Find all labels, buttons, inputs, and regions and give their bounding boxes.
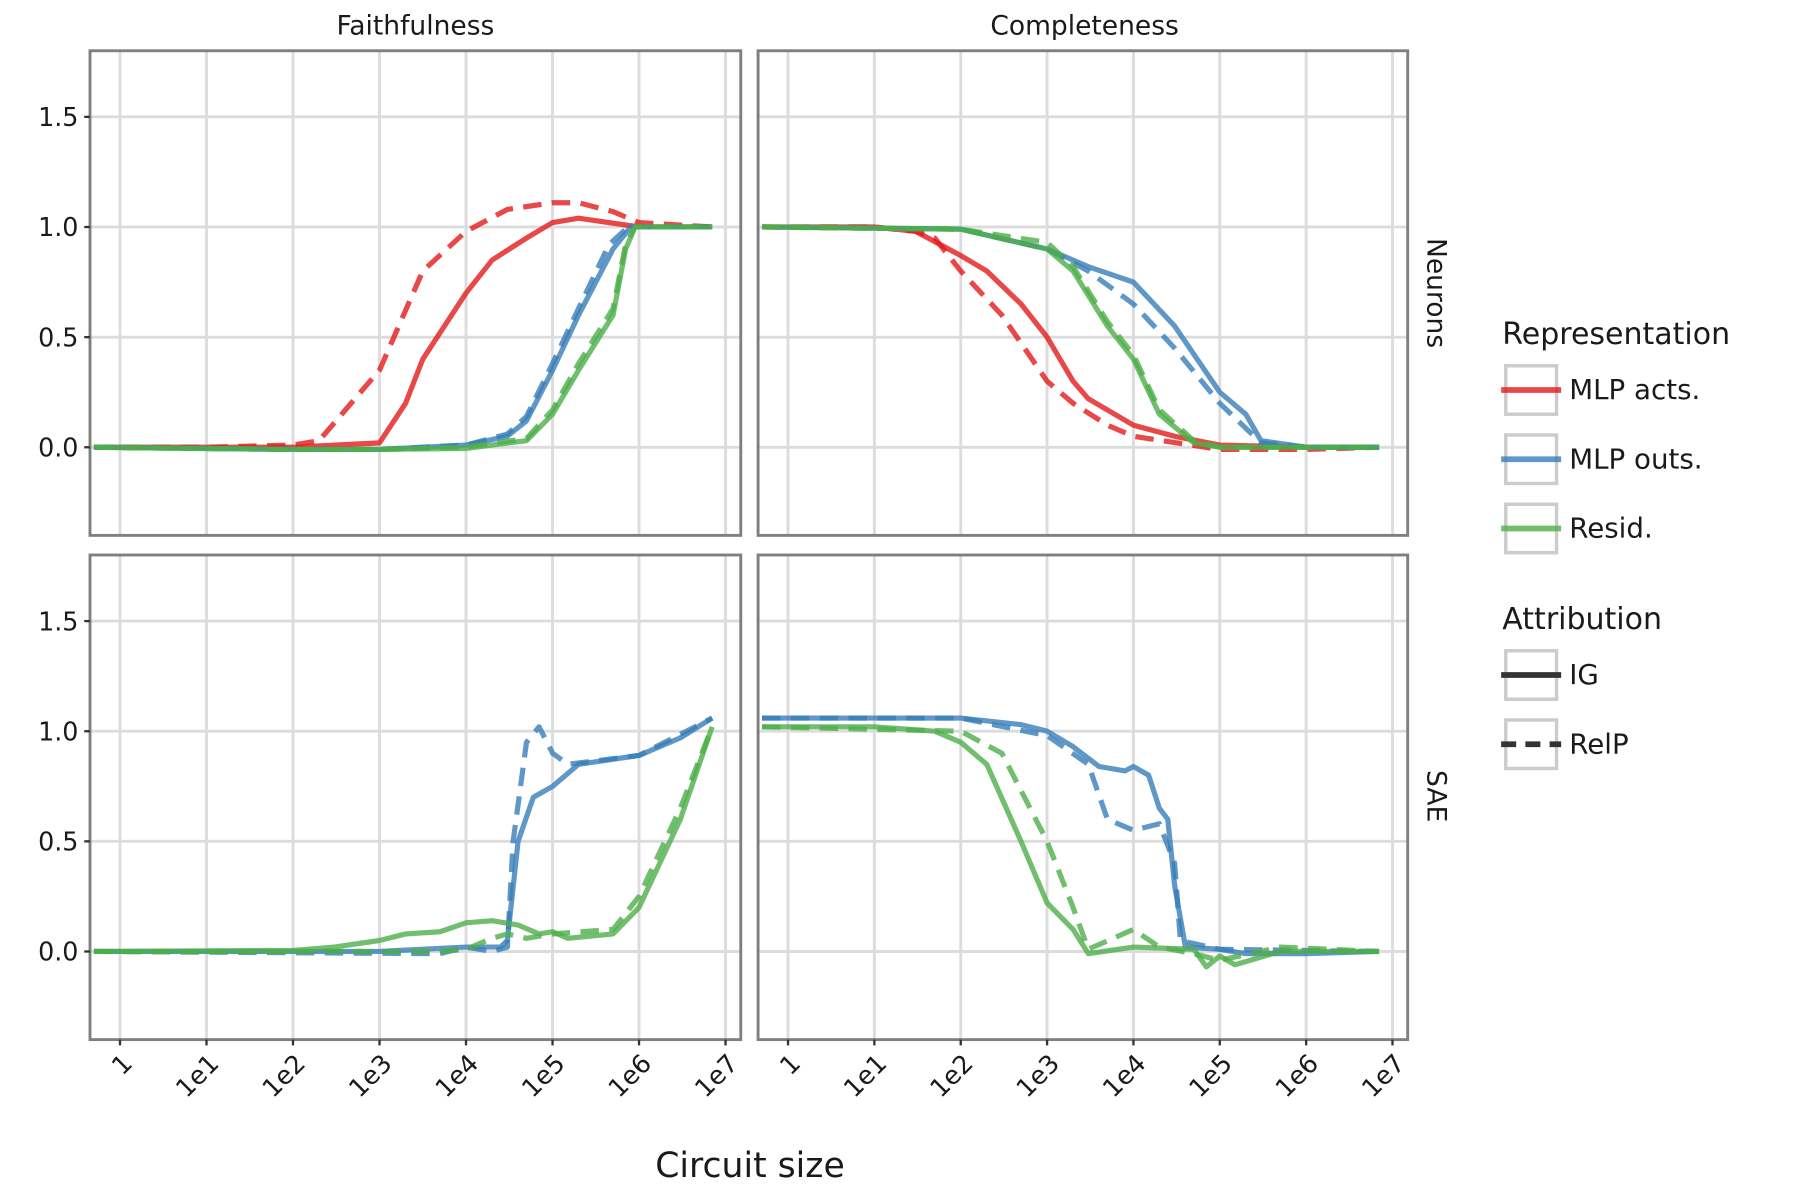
panel-completeness-neurons xyxy=(756,49,1410,537)
series-line-resid-relp xyxy=(761,224,1380,450)
series-line-mlp-outs-ig xyxy=(93,715,714,955)
x-tick-label: 1e3 xyxy=(343,1048,398,1103)
x-tick-label: 1e1 xyxy=(837,1048,892,1103)
x-tick-label: 1e5 xyxy=(516,1048,571,1103)
legend-title-representation: Representation xyxy=(1502,317,1730,352)
legend-label-ig: IG xyxy=(1569,658,1599,691)
legend-title-attribution: Attribution xyxy=(1502,602,1662,637)
y-tick-label: 0.0 xyxy=(38,433,78,463)
x-tick-label: 1e3 xyxy=(1010,1048,1065,1103)
panel-completeness-sae: 1 1e1 1e2 1e3 1e4 1e5 1e6 1e7 xyxy=(756,553,1411,1103)
panel-faithfulness-neurons: 0.0 0.5 1.0 1.5 xyxy=(38,49,743,537)
series-line-resid-relp xyxy=(93,224,713,453)
series-line-mlp-acts-ig xyxy=(93,215,713,450)
column-label-completeness: Completeness xyxy=(990,11,1179,42)
series-line-resid-ig xyxy=(93,224,713,453)
x-tick-label: 1e7 xyxy=(1355,1048,1410,1103)
series-line-resid-ig xyxy=(93,725,715,955)
x-tick-label: 1e1 xyxy=(170,1048,225,1103)
x-tick-label: 1e6 xyxy=(1269,1048,1324,1103)
y-tick-label: 1.0 xyxy=(38,716,78,746)
panel-border xyxy=(88,49,743,537)
row-label-sae: SAE xyxy=(1420,770,1451,822)
y-tick-label: 1.5 xyxy=(38,606,78,636)
row-label-neurons: Neurons xyxy=(1420,238,1451,348)
legend: Representation Attribution MLP acts. MLP… xyxy=(1501,317,1730,771)
y-tick-label: 1.0 xyxy=(38,212,78,242)
legend-label-mlp-outs: MLP outs. xyxy=(1569,442,1702,475)
column-label-faithfulness: Faithfulness xyxy=(336,11,494,42)
series-line-mlp-outs-relp xyxy=(761,715,1380,955)
x-tick-label: 1e4 xyxy=(429,1048,484,1103)
series-line-mlp-acts-relp xyxy=(761,224,1380,453)
legend-label-relp: RelP xyxy=(1569,727,1628,760)
series-line-resid-relp xyxy=(761,724,1380,963)
series-line-mlp-outs-relp xyxy=(93,224,713,453)
y-tick-label: 0.0 xyxy=(38,937,78,967)
series-line-resid-ig xyxy=(761,724,1380,970)
y-tick-label: 1.5 xyxy=(38,102,78,132)
panel-faithfulness-sae: 0.0 0.5 1.0 1.5 1 1e1 1e2 1e3 1e4 1e5 1e6 1e7 xyxy=(38,553,744,1103)
x-tick-label: 1 xyxy=(773,1048,806,1081)
panel-border xyxy=(756,553,1410,1042)
legend-label-mlp-acts: MLP acts. xyxy=(1569,373,1700,406)
x-axis-label: Circuit size xyxy=(655,1146,845,1186)
series-line-mlp-outs-relp xyxy=(93,715,714,957)
x-tick-label: 1e5 xyxy=(1183,1048,1238,1103)
series-line-resid-relp xyxy=(93,725,715,955)
series-line-mlp-acts-relp xyxy=(93,200,713,450)
x-tick-label: 1e6 xyxy=(602,1048,657,1103)
panel-border xyxy=(88,553,743,1042)
y-tick-label: 0.5 xyxy=(38,322,78,352)
series-line-mlp-outs-ig xyxy=(761,715,1380,957)
x-tick-label: 1e7 xyxy=(689,1048,744,1103)
legend-label-resid: Resid. xyxy=(1569,512,1653,545)
y-tick-label: 0.5 xyxy=(38,827,78,857)
panel-border xyxy=(756,49,1410,537)
x-tick-label: 1e2 xyxy=(924,1048,979,1103)
x-tick-label: 1e4 xyxy=(1096,1048,1151,1103)
x-tick-label: 1e2 xyxy=(256,1048,311,1103)
x-tick-label: 1 xyxy=(105,1048,138,1081)
